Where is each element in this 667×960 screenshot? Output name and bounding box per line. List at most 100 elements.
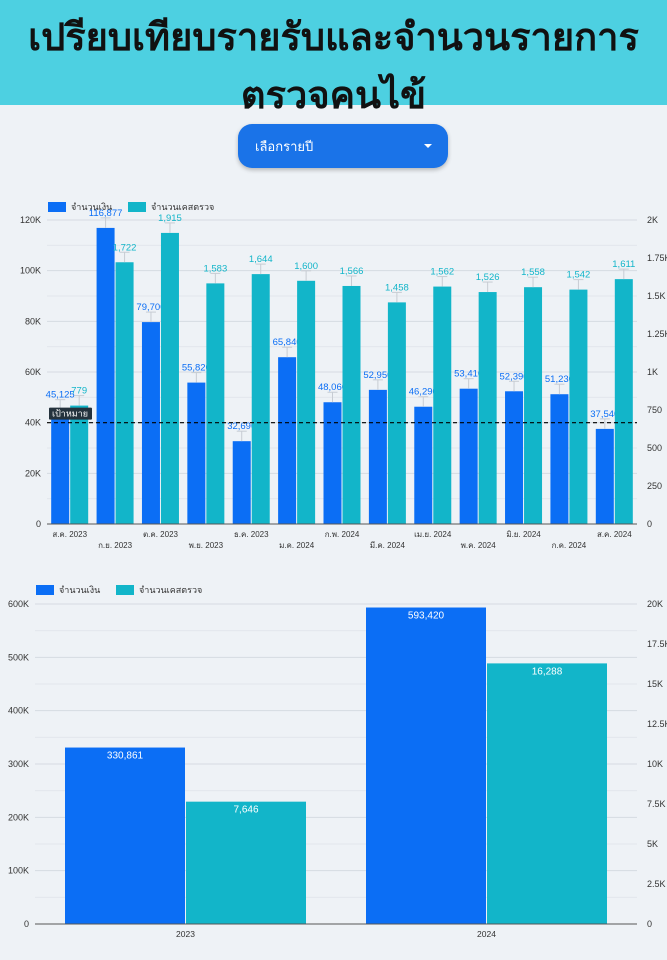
m-x-tick-label: พ.ย. 2023 — [189, 541, 224, 550]
y-y-left-tick-label: 0 — [24, 919, 29, 929]
year-select-dropdown[interactable]: เลือกรายปี — [238, 124, 448, 168]
m-y-left-tick-label: 40K — [25, 418, 41, 428]
m-revenue-bar — [323, 402, 342, 524]
m-revenue-bar — [51, 409, 70, 524]
y-x-tick-label: 2024 — [477, 929, 496, 939]
m-revenue-value-label: 65,840 — [273, 337, 302, 348]
m-revenue-bar — [278, 357, 297, 524]
y-y-right-tick-label: 17.5K — [647, 639, 667, 649]
m-y-right-tick-label: 0 — [647, 519, 652, 529]
m-legend-label: จำนวนเงิน — [71, 202, 112, 212]
m-cases-value-label: 779 — [71, 386, 87, 397]
y-cases-bar — [186, 801, 306, 924]
m-y-right-tick-label: 250 — [647, 481, 662, 491]
m-x-tick-label: ม.ค. 2024 — [279, 541, 315, 550]
m-y-left-tick-label: 0 — [36, 519, 41, 529]
y-y-right-tick-label: 15K — [647, 679, 663, 689]
m-x-tick-label: ก.ย. 2023 — [98, 541, 133, 550]
y-cases-value-label: 7,646 — [233, 805, 258, 816]
m-revenue-value-label: 48,060 — [318, 382, 347, 393]
m-x-tick-label: ต.ค. 2023 — [143, 530, 179, 539]
y-y-left-tick-label: 400K — [8, 706, 29, 716]
m-x-tick-label: เม.ย. 2024 — [414, 530, 452, 539]
y-legend-label: จำนวนเงิน — [59, 585, 100, 595]
m-y-right-tick-label: 750 — [647, 405, 662, 415]
y-cases-value-label: 16,288 — [532, 666, 563, 677]
y-y-left-tick-label: 100K — [8, 866, 29, 876]
m-cases-bar — [115, 262, 134, 524]
m-cases-bar — [160, 232, 179, 525]
y-x-tick-label: 2023 — [176, 929, 195, 939]
m-revenue-value-label: 45,125 — [46, 390, 75, 401]
m-cases-bar — [206, 283, 225, 524]
m-cases-bar — [387, 302, 406, 524]
m-x-tick-label: พ.ค. 2024 — [461, 541, 497, 550]
y-y-right-tick-label: 10K — [647, 759, 663, 769]
m-revenue-bar — [414, 406, 433, 524]
m-revenue-value-label: 79,700 — [136, 302, 165, 313]
m-y-left-tick-label: 100K — [20, 266, 41, 276]
y-legend-swatch — [36, 585, 54, 595]
m-y-left-tick-label: 120K — [20, 215, 41, 225]
m-cases-bar — [70, 405, 89, 524]
y-y-left-tick-label: 500K — [8, 652, 29, 662]
y-y-right-tick-label: 0 — [647, 919, 652, 929]
y-legend-swatch — [116, 585, 134, 595]
m-cases-value-label: 1,611 — [612, 259, 635, 270]
m-x-tick-label: ก.พ. 2024 — [325, 530, 360, 539]
m-y-right-tick-label: 1.5K — [647, 291, 666, 301]
y-revenue-bar — [366, 607, 486, 924]
m-target-label-bg — [49, 407, 92, 420]
m-cases-bar — [433, 286, 452, 524]
m-cases-value-label: 1,600 — [294, 261, 318, 272]
m-y-right-tick-label: 1.75K — [647, 253, 667, 263]
m-cases-bar — [297, 280, 316, 524]
m-cases-value-label: 1,915 — [158, 213, 182, 224]
header-banner: เปรียบเทียบรายรับและจำนวนรายการตรวจคนไข้ — [0, 0, 667, 117]
m-y-right-tick-label: 1.25K — [647, 329, 667, 339]
y-cases-bar — [487, 663, 607, 924]
m-revenue-value-label: 51,230 — [545, 374, 574, 385]
m-cases-value-label: 1,566 — [340, 266, 364, 277]
m-x-tick-label: ส.ค. 2023 — [52, 530, 87, 539]
m-cases-value-label: 1,562 — [430, 267, 454, 278]
m-legend-swatch — [48, 202, 66, 212]
m-cases-bar — [569, 289, 588, 524]
m-cases-value-label: 1,526 — [476, 272, 500, 283]
m-revenue-value-label: 55,820 — [182, 363, 211, 374]
m-cases-value-label: 1,558 — [521, 267, 545, 278]
m-cases-value-label: 1,644 — [249, 254, 273, 265]
m-revenue-value-label: 52,390 — [500, 371, 529, 382]
yearly-chart: 0 100K 200K 300K 400K 500K 600K 0 2.5K 5K 7.5K 10K 1… — [8, 585, 667, 939]
m-revenue-bar — [187, 382, 206, 524]
m-cases-bar — [478, 292, 497, 524]
m-x-tick-label: ส.ค. 2024 — [597, 530, 632, 539]
m-cases-bar — [251, 274, 270, 524]
m-revenue-value-label: 46,290 — [409, 387, 438, 398]
y-y-right-tick-label: 5K — [647, 839, 658, 849]
m-y-right-tick-label: 500 — [647, 443, 662, 453]
m-y-right-tick-label: 2K — [647, 215, 658, 225]
y-y-left-tick-label: 200K — [8, 812, 29, 822]
m-y-right-tick-label: 1K — [647, 367, 658, 377]
m-revenue-bar — [550, 394, 569, 524]
m-revenue-bar — [459, 388, 478, 524]
m-cases-value-label: 1,458 — [385, 282, 409, 293]
y-y-left-tick-label: 600K — [8, 599, 29, 609]
m-x-tick-label: มิ.ย. 2024 — [506, 530, 541, 539]
monthly-chart: 0 20K 40K 60K 80K 100K 120K 0 250 500 750 1K 1.25K 1.… — [20, 202, 667, 550]
m-cases-bar — [342, 285, 361, 524]
m-revenue-value-label: 116,877 — [89, 208, 123, 219]
m-cases-value-label: 1,583 — [203, 263, 227, 274]
m-revenue-bar — [595, 428, 614, 524]
m-cases-value-label: 1,722 — [113, 242, 137, 253]
m-y-left-tick-label: 80K — [25, 316, 41, 326]
y-y-right-tick-label: 7.5K — [647, 799, 666, 809]
y-legend-label: จำนวนเคสตรวจ — [139, 585, 202, 595]
m-cases-value-label: 1,542 — [567, 270, 591, 281]
m-y-left-tick-label: 60K — [25, 367, 41, 377]
y-revenue-value-label: 330,861 — [107, 751, 144, 762]
m-cases-bar — [524, 287, 543, 524]
m-cases-bar — [614, 279, 633, 524]
y-y-right-tick-label: 2.5K — [647, 879, 666, 889]
